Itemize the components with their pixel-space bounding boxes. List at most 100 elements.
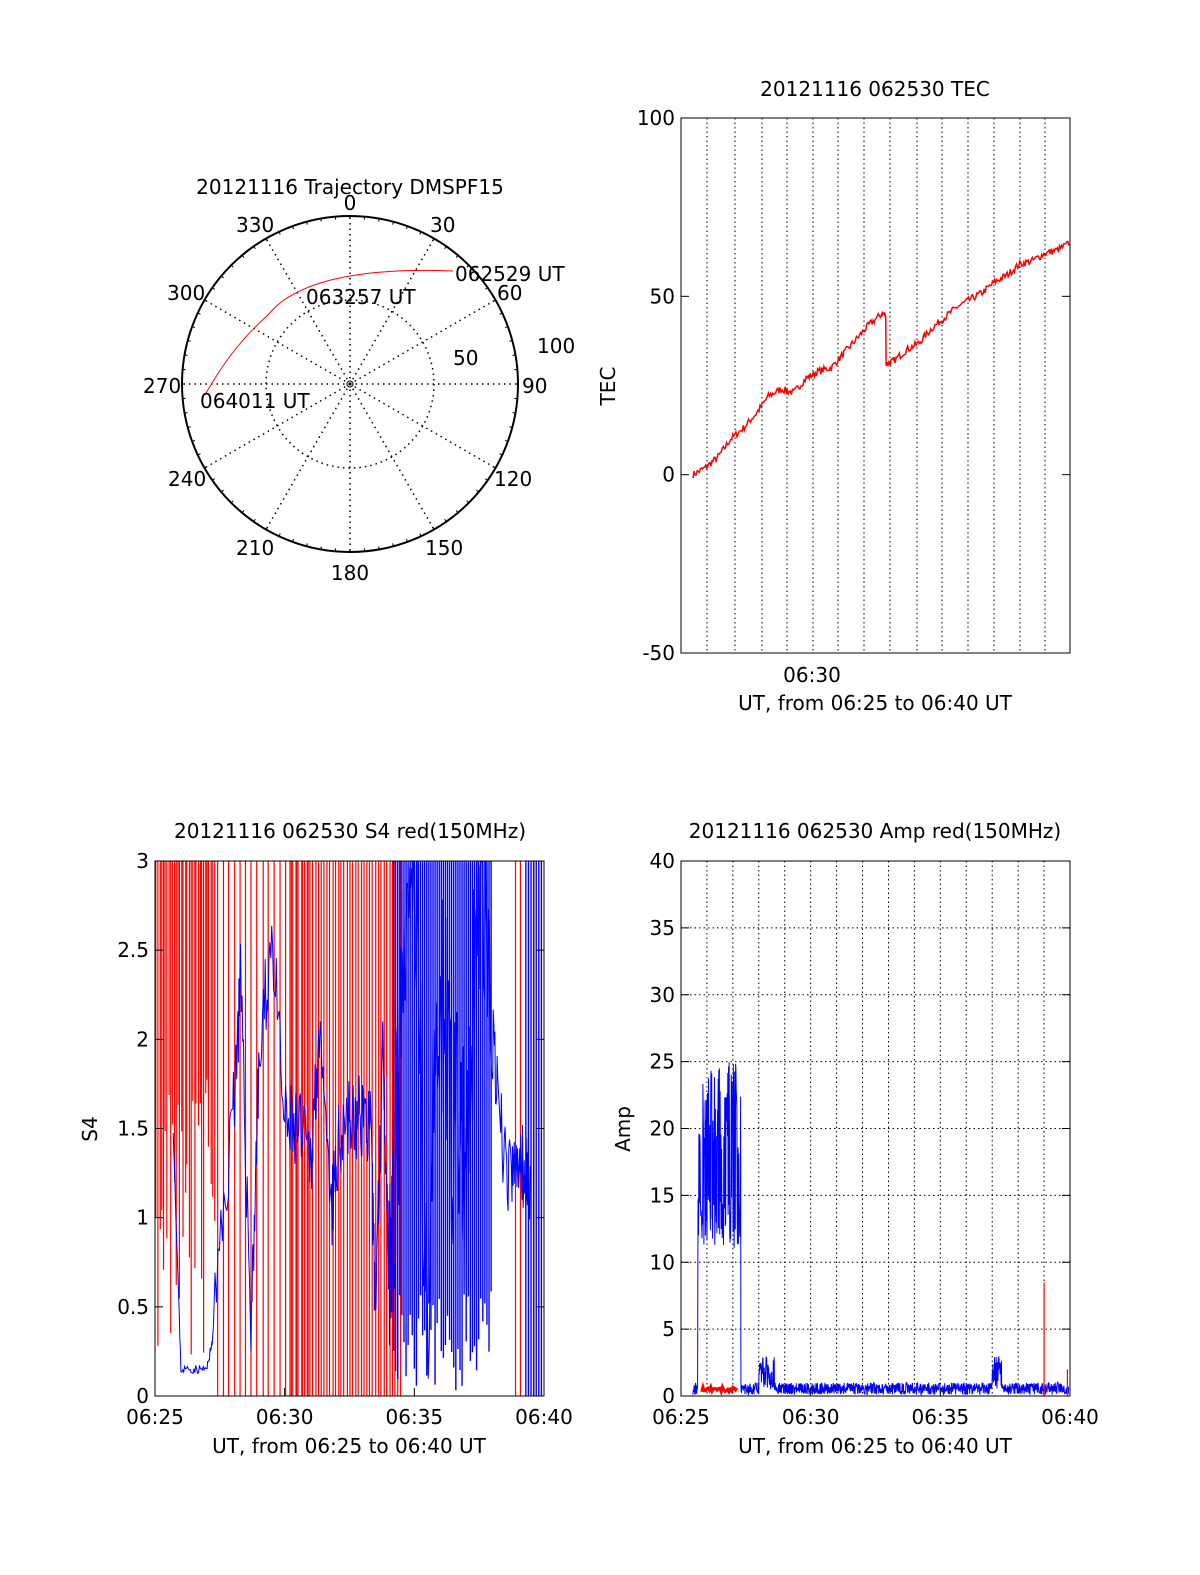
- tec-y-ticks: -50 0 50 100: [637, 106, 1070, 665]
- tec-axes-frame: [680, 117, 1071, 654]
- s4-title: 20121116 062530 S4 red(150MHz): [174, 819, 526, 843]
- polar-ring-tick: [220, 275, 224, 279]
- angle-label-0: 0: [344, 191, 357, 215]
- amp-red-trace: [700, 1381, 739, 1397]
- polar-ring-tick: [292, 538, 295, 543]
- polar-ring-tick: [187, 426, 191, 428]
- polar-ring-tick: [197, 453, 201, 456]
- polar-spoke: [265, 238, 351, 385]
- polar-ring-tick: [278, 533, 281, 537]
- amp-grid: [681, 861, 1070, 1396]
- polar-ring-tick: [241, 254, 245, 258]
- polar-ring-tick: [504, 326, 509, 329]
- polar-ring-tick: [444, 518, 447, 522]
- amp-y-tick-label: 30: [650, 983, 675, 1007]
- polar-spoke: [349, 299, 496, 385]
- s4-y-tick-label: 0: [136, 1384, 149, 1408]
- angle-label-150: 150: [425, 536, 463, 560]
- polar-center: [346, 380, 354, 388]
- tec-x-label: UT, from 06:25 to 06:40 UT: [738, 691, 1013, 715]
- polar-ring-tick: [492, 299, 496, 302]
- tec-y-tick-label: -50: [642, 641, 675, 665]
- amp-blue-trace: [692, 1062, 1070, 1397]
- polar-ring-tick: [212, 478, 216, 481]
- polar-ring-tick: [265, 238, 268, 242]
- polar-ring-tick: [306, 221, 308, 225]
- tec-y-label: TEC: [596, 367, 620, 407]
- s4-y-tick-label: 1.5: [117, 1117, 149, 1141]
- tec-series-line: [692, 240, 1070, 479]
- polar-ring-tick: [405, 225, 408, 230]
- trajectory-path: [204, 269, 454, 396]
- trajectory-start-label: 062529 UT: [455, 262, 565, 286]
- polar-ring-tick: [241, 510, 245, 514]
- s4-y-tick-label: 3: [136, 849, 149, 873]
- polar-ring-tick: [320, 218, 322, 222]
- trajectory-end-label: 064011 UT: [200, 389, 310, 413]
- polar-ring-tick: [230, 264, 234, 268]
- polar-ring-tick: [184, 412, 188, 414]
- polar-ring-tick: [476, 275, 480, 279]
- polar-spoke: [204, 383, 351, 469]
- polar-ring-tick: [378, 546, 380, 550]
- angle-label-90: 90: [522, 374, 547, 398]
- tec-x-tick-label: 06:30: [783, 663, 841, 687]
- amp-x-label: UT, from 06:25 to 06:40 UT: [738, 1434, 1013, 1458]
- angle-label-210: 210: [236, 536, 274, 560]
- amp-y-tick-label: 40: [650, 849, 675, 873]
- polar-ring-tick: [419, 231, 422, 235]
- polar-ring-tick: [432, 238, 435, 242]
- amp-y-tick-label: 15: [650, 1183, 675, 1207]
- polar-ring-tick: [466, 264, 470, 268]
- trajectory-mid-label: 063257 UT: [306, 285, 416, 309]
- angle-label-330: 330: [236, 213, 274, 237]
- amp-y-ticks: 0 5 10 15 20 25 30 35 40: [650, 849, 1070, 1408]
- polar-ring-tick: [220, 489, 224, 493]
- amp-y-label: Amp: [611, 1106, 635, 1152]
- s4-x-tick-label: 06:35: [386, 1405, 444, 1429]
- tec-y-tick-label: 50: [650, 284, 675, 308]
- polar-ring-tick: [512, 354, 516, 356]
- amp-series: [692, 1062, 1070, 1397]
- angle-label-120: 120: [494, 467, 532, 491]
- polar-ring-tick: [187, 340, 191, 342]
- s4-x-ticks: 06:25 06:30 06:35 06:40: [126, 1388, 573, 1429]
- tec-title: 20121116 062530 TEC: [760, 77, 990, 101]
- polar-spoke: [265, 383, 351, 530]
- polar-ring-tick: [320, 546, 322, 550]
- polar-angle-labels: 0 30 60 90 120 150 180 210 240 270 300 330: [143, 191, 547, 585]
- polar-ring-tick: [265, 526, 268, 530]
- amp-x-ticks: 06:25 06:30 06:35 06:40: [652, 1388, 1099, 1429]
- angle-label-270: 270: [143, 374, 181, 398]
- polar-ring-tick: [191, 439, 196, 442]
- angle-label-240: 240: [168, 467, 206, 491]
- polar-spoke: [204, 299, 351, 385]
- polar-ring-tick: [405, 538, 408, 543]
- angle-label-60: 60: [497, 281, 522, 305]
- polar-ring-tick: [197, 312, 201, 315]
- polar-ring-tick: [509, 340, 513, 342]
- amp-y-tick-label: 35: [650, 916, 675, 940]
- polar-ring-tick: [278, 231, 281, 235]
- s4-series: [155, 860, 543, 1396]
- angle-label-30: 30: [430, 213, 455, 237]
- polar-ring-tick: [204, 466, 208, 469]
- s4-y-tick-label: 0.5: [117, 1295, 149, 1319]
- polar-ring-tick: [292, 225, 295, 230]
- polar-ring-tick: [204, 299, 208, 302]
- s4-x-label: UT, from 06:25 to 06:40 UT: [212, 1434, 487, 1458]
- polar-ring-tick: [484, 478, 488, 481]
- amp-x-tick-label: 06:25: [652, 1405, 710, 1429]
- amp-title: 20121116 062530 Amp red(150MHz): [689, 819, 1061, 843]
- s4-y-label: S4: [78, 1116, 102, 1141]
- polar-ring-tick: [476, 489, 480, 493]
- polar-grid: [181, 215, 519, 553]
- polar-ring-tick: [253, 246, 256, 250]
- s4-x-tick-label: 06:40: [515, 1405, 573, 1429]
- amp-plot: 20121116 062530 Amp red(150MHz) 0 5 10 15 20…: [611, 819, 1099, 1458]
- trajectory-plot: 20121116 Trajectory DMSPF15 0 30 60 90 120 15…: [143, 175, 575, 585]
- amp-y-tick-label: 0: [662, 1384, 675, 1408]
- polar-ring-tick: [419, 533, 422, 537]
- polar-ring-tick: [504, 439, 509, 442]
